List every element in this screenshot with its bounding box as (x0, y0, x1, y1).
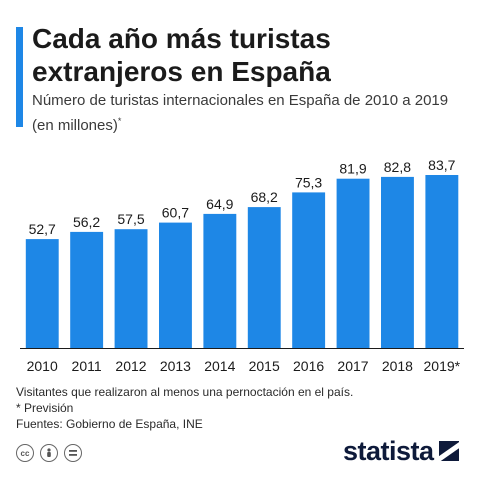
value-label: 56,2 (73, 214, 100, 230)
value-label: 82,8 (384, 159, 411, 175)
footnote-forecast: * Previsión (16, 401, 74, 415)
bar-2012 (114, 229, 148, 348)
bar-2016 (292, 192, 326, 348)
logo-text: statista (343, 435, 434, 466)
person-icon[interactable] (40, 444, 58, 462)
bar-2013 (159, 222, 192, 348)
bar-2010 (25, 239, 59, 348)
footnotes: Visitantes que realizaron al menos una p… (16, 384, 466, 432)
x-tick-label: 2016 (293, 358, 324, 374)
x-tick-label: 2014 (204, 358, 235, 374)
license-icons: cc (16, 444, 82, 464)
title-accent-bar (16, 27, 23, 127)
bar-2011 (70, 231, 104, 348)
bar-2014 (203, 213, 237, 348)
subtitle-text: Número de turistas internacionales en Es… (32, 92, 449, 134)
value-label: 57,5 (117, 211, 144, 227)
value-label: 64,9 (206, 196, 233, 212)
subtitle-asterisk: * (117, 116, 122, 126)
x-tick-label: 2018 (382, 358, 413, 374)
value-label: 83,7 (428, 157, 455, 173)
statista-logo[interactable]: statista (343, 436, 459, 466)
value-label: 68,2 (251, 189, 278, 205)
x-tick-label: 2015 (249, 358, 280, 374)
value-label: 75,3 (295, 174, 322, 190)
value-label: 81,9 (339, 161, 366, 177)
x-tick-label: 2012 (115, 358, 146, 374)
x-tick-label: 2017 (337, 358, 368, 374)
x-tick-label: 2013 (160, 358, 191, 374)
chart-subtitle: Número de turistas internacionales en Es… (32, 91, 462, 136)
x-tick-label: 2019* (424, 358, 461, 374)
x-tick-label: 2010 (27, 358, 58, 374)
bar-2017 (336, 178, 370, 348)
equals-icon[interactable] (64, 444, 82, 462)
footnote-sources: Fuentes: Gobierno de España, INE (16, 417, 203, 431)
value-label: 52,7 (29, 221, 56, 237)
bar-2019 (425, 175, 459, 348)
logo-mark-icon (438, 441, 459, 461)
bar-2018 (381, 176, 414, 348)
x-tick-label: 2011 (72, 358, 102, 374)
bar-2015 (247, 207, 281, 348)
chart-title: Cada año más turistas extranjeros en Esp… (32, 23, 331, 87)
bar-chart: 52,7 2010 56,2 2011 57,5 2012 60,7 2013 64,9 2014… (20, 157, 464, 374)
value-label: 60,7 (162, 205, 189, 221)
footnote-overnight: Visitantes que realizaron al menos una p… (16, 385, 354, 399)
cc-icon[interactable]: cc (16, 444, 34, 462)
